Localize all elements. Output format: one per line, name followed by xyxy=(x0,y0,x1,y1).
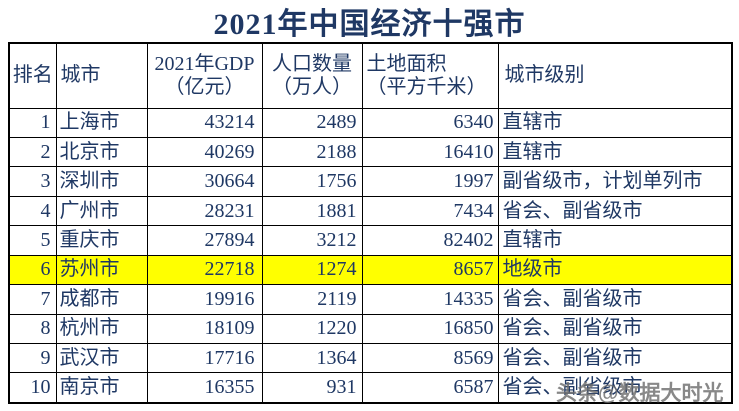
cell-level: 省会、副省级市 xyxy=(497,342,733,374)
cell-land_area: 8569 xyxy=(361,342,499,374)
cell-level: 直辖市 xyxy=(497,225,733,256)
table-row: 4 广州市 28231 1881 7434 省会、副省级市 xyxy=(8,195,733,227)
cell-land_area: 82402 xyxy=(361,225,499,256)
cell-level: 省会、副省级市 xyxy=(497,284,733,315)
cell-population: 2489 xyxy=(261,107,363,138)
cell-land_area: 8657 xyxy=(361,254,499,286)
cell-city: 苏州市 xyxy=(55,254,148,286)
cell-population: 1220 xyxy=(261,313,363,345)
cell-city: 上海市 xyxy=(55,107,148,138)
table-row: 7 成都市 19916 2119 14335 省会、副省级市 xyxy=(8,284,733,315)
cell-land_area: 16850 xyxy=(361,313,499,345)
cell-land_area: 16410 xyxy=(361,136,499,168)
cell-rank: 3 xyxy=(8,166,57,197)
cell-level: 地级市 xyxy=(497,254,733,286)
economy-top10-table: 排名 城市 2021年GDP （亿元） 人口数量 （万人） 土地面积 （平方千米） 城市级别 1… xyxy=(8,42,733,404)
table-row: 9 武汉市 17716 1364 8569 省会、副省级市 xyxy=(8,342,733,374)
cell-gdp: 19916 xyxy=(146,284,263,315)
header-row: 排名 城市 2021年GDP （亿元） 人口数量 （万人） 土地面积 （平方千米） 城市级别 xyxy=(8,42,733,109)
table-body: 1 上海市 43214 2489 6340 直辖市 2 北京市 40269 2188 16410 直辖… xyxy=(8,107,733,404)
cell-rank: 7 xyxy=(8,284,57,315)
column-header-land_area: 土地面积 （平方千米） xyxy=(361,42,499,109)
cell-level: 省会、副省级市 xyxy=(497,313,733,345)
cell-rank: 9 xyxy=(8,342,57,374)
cell-gdp: 40269 xyxy=(146,136,263,168)
cell-gdp: 16355 xyxy=(146,372,263,404)
column-header-level: 城市级别 xyxy=(497,42,733,109)
cell-land_area: 1997 xyxy=(361,166,499,197)
cell-city: 重庆市 xyxy=(55,225,148,256)
cell-city: 南京市 xyxy=(55,372,148,404)
column-header-line: （平方千米） xyxy=(366,75,487,98)
cell-level: 省会、副省级市 xyxy=(497,195,733,227)
column-header-line: （万人） xyxy=(272,75,352,98)
column-header-city: 城市 xyxy=(55,42,148,109)
table-header: 排名 城市 2021年GDP （亿元） 人口数量 （万人） 土地面积 （平方千米） 城市级别 xyxy=(8,42,733,109)
column-header-line: 排名 xyxy=(12,64,53,87)
cell-population: 3212 xyxy=(261,225,363,256)
cell-city: 北京市 xyxy=(55,136,148,168)
column-header-line: 人口数量 xyxy=(272,52,352,75)
cell-city: 杭州市 xyxy=(55,313,148,345)
cell-population: 2188 xyxy=(261,136,363,168)
cell-population: 1756 xyxy=(261,166,363,197)
cell-level: 副省级市，计划单列市 xyxy=(497,166,733,197)
table-row: 5 重庆市 27894 3212 82402 直辖市 xyxy=(8,225,733,256)
table-row: 8 杭州市 18109 1220 16850 省会、副省级市 xyxy=(8,313,733,345)
cell-level: 直辖市 xyxy=(497,107,733,138)
cell-rank: 6 xyxy=(8,254,57,286)
column-header-line: 城市级别 xyxy=(504,64,585,87)
cell-gdp: 27894 xyxy=(146,225,263,256)
column-header-gdp: 2021年GDP （亿元） xyxy=(146,42,263,109)
cell-land_area: 6587 xyxy=(361,372,499,404)
cell-land_area: 14335 xyxy=(361,284,499,315)
column-header-population: 人口数量 （万人） xyxy=(261,42,363,109)
cell-gdp: 28231 xyxy=(146,195,263,227)
cell-population: 2119 xyxy=(261,284,363,315)
table-row-highlighted: 6 苏州市 22718 1274 8657 地级市 xyxy=(8,254,733,286)
cell-gdp: 18109 xyxy=(146,313,263,345)
column-header-line: （亿元） xyxy=(164,75,245,98)
page-title: 2021年中国经济十强市 xyxy=(213,8,526,41)
column-header-line: 土地面积 xyxy=(366,52,447,75)
cell-population: 1881 xyxy=(261,195,363,227)
table-row: 3 深圳市 30664 1756 1997 副省级市，计划单列市 xyxy=(8,166,733,197)
cell-rank: 1 xyxy=(8,107,57,138)
cell-rank: 10 xyxy=(8,372,57,404)
cell-population: 1274 xyxy=(261,254,363,286)
cell-gdp: 22718 xyxy=(146,254,263,286)
cell-gdp: 30664 xyxy=(146,166,263,197)
cell-city: 武汉市 xyxy=(55,342,148,374)
cell-rank: 5 xyxy=(8,225,57,256)
cell-rank: 4 xyxy=(8,195,57,227)
cell-population: 931 xyxy=(261,372,363,404)
column-header-line: 2021年GDP xyxy=(154,52,255,75)
column-header-line: 城市 xyxy=(60,64,101,87)
cell-population: 1364 xyxy=(261,342,363,374)
cell-land_area: 6340 xyxy=(361,107,499,138)
cell-rank: 2 xyxy=(8,136,57,168)
cell-city: 成都市 xyxy=(55,284,148,315)
cell-gdp: 17716 xyxy=(146,342,263,374)
cell-city: 深圳市 xyxy=(55,166,148,197)
cell-rank: 8 xyxy=(8,313,57,345)
cell-gdp: 43214 xyxy=(146,107,263,138)
cell-land_area: 7434 xyxy=(361,195,499,227)
table-row: 2 北京市 40269 2188 16410 直辖市 xyxy=(8,136,733,168)
cell-level: 直辖市 xyxy=(497,136,733,168)
column-header-rank: 排名 xyxy=(8,42,57,109)
table-row: 10 南京市 16355 931 6587 省会、副省级市 xyxy=(8,372,733,404)
table-row: 1 上海市 43214 2489 6340 直辖市 xyxy=(8,107,733,138)
cell-city: 广州市 xyxy=(55,195,148,227)
cell-level: 省会、副省级市 xyxy=(497,372,733,404)
